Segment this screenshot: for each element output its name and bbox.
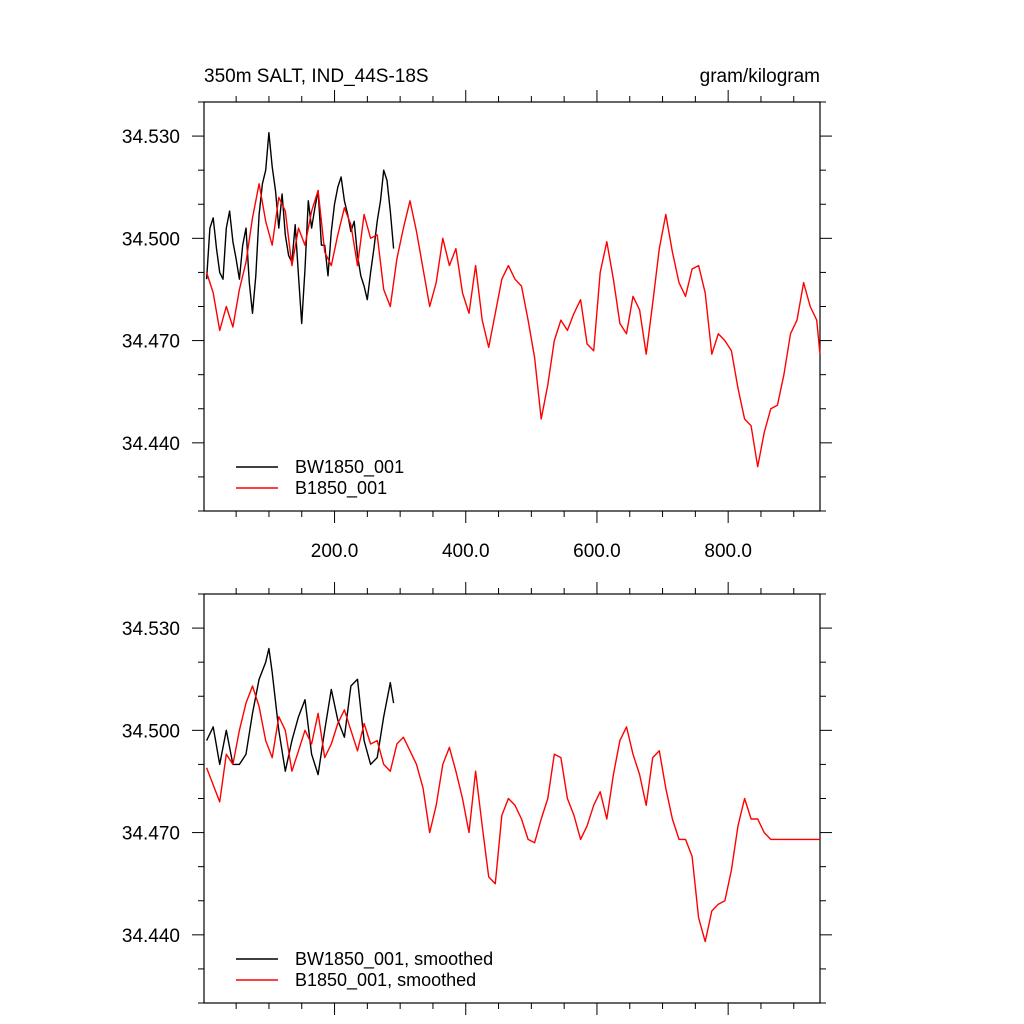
series-layer bbox=[205, 647, 820, 943]
plot-frame bbox=[203, 593, 821, 1004]
y-tick-label: 34.470 bbox=[122, 824, 180, 845]
y-tick-label: 34.440 bbox=[122, 434, 180, 455]
legend-label: BW1850_001 bbox=[295, 457, 404, 478]
top-panel: 350m SALT, IND_44S-18S gram/kilogram 34.… bbox=[122, 66, 832, 562]
y-tick-label: 34.530 bbox=[122, 619, 180, 640]
bottom-panel: 34.440 34.470 34.500 34.530 BW1850_001, smo… bbox=[122, 582, 832, 1015]
legend-label: BW1850_001, smoothed bbox=[295, 949, 493, 970]
legend-label: B1850_001 bbox=[295, 478, 387, 499]
x-tick-label: 800.0 bbox=[704, 541, 752, 562]
chart-title: 350m SALT, IND_44S-18S bbox=[204, 66, 429, 87]
y-tick-label: 34.470 bbox=[122, 332, 180, 353]
series-layer bbox=[205, 131, 821, 468]
y-tick-label: 34.530 bbox=[122, 127, 180, 148]
tick-layer: 34.440 34.470 34.500 34.530 bbox=[122, 582, 832, 1015]
y-tick-label: 34.500 bbox=[122, 721, 180, 742]
x-tick-label: 400.0 bbox=[442, 541, 490, 562]
legend-label: B1850_001, smoothed bbox=[295, 970, 476, 991]
plot-frame bbox=[203, 101, 821, 512]
units-label: gram/kilogram bbox=[700, 66, 820, 87]
y-tick-label: 34.500 bbox=[122, 229, 180, 250]
series-line-0 bbox=[205, 647, 395, 776]
x-tick-label: 200.0 bbox=[311, 541, 359, 562]
x-tick-label: 600.0 bbox=[573, 541, 621, 562]
series-line-1 bbox=[205, 183, 821, 468]
series-line-1 bbox=[205, 685, 820, 943]
tick-layer: 34.440 34.470 34.500 34.530 200.0 400.0 600.0 8… bbox=[122, 90, 832, 562]
series-line-0 bbox=[205, 131, 395, 325]
y-tick-label: 34.440 bbox=[122, 926, 180, 947]
